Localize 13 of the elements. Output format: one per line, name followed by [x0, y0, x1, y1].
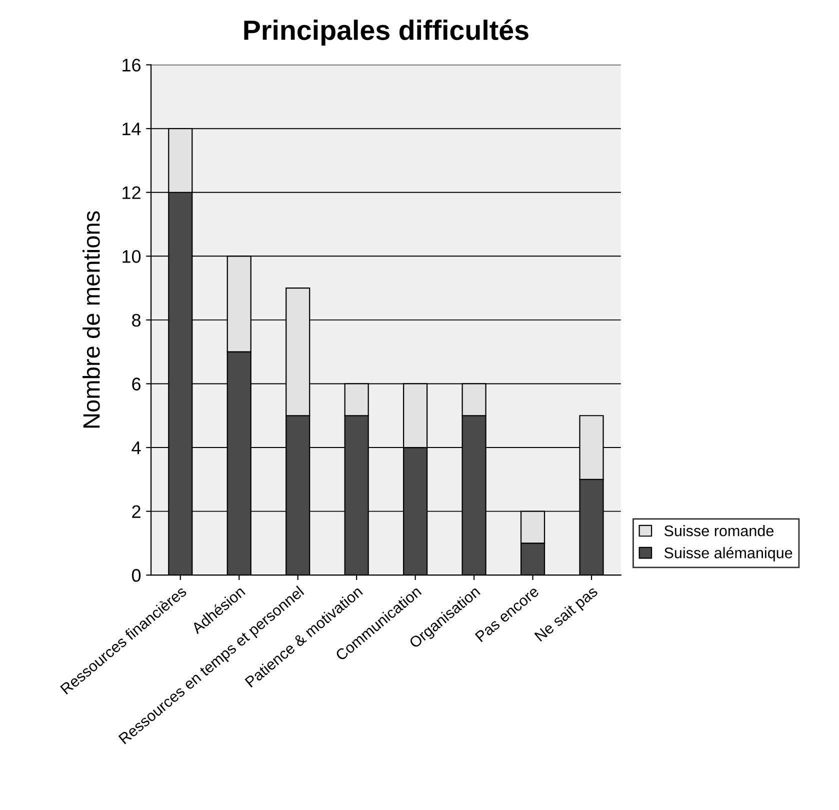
y-tick-label: 16 — [122, 58, 141, 72]
y-tick-label: 2 — [132, 505, 140, 518]
legend-label: Suisse romande — [664, 525, 774, 536]
y-tick-label: 14 — [122, 122, 141, 136]
y-tick-label: 8 — [132, 314, 141, 327]
y-tick-label: 12 — [122, 186, 140, 199]
y-tick-label: 10 — [122, 250, 141, 263]
chart-title: Principales difficultés — [244, 19, 528, 46]
legend-label: Suisse alémanique — [664, 546, 792, 562]
y-axis-title: Nombre de mentions — [82, 211, 100, 428]
y-tick-label: 0 — [132, 569, 141, 582]
y-tick-label: 4 — [132, 442, 141, 454]
y-tick-label: 6 — [132, 378, 141, 390]
